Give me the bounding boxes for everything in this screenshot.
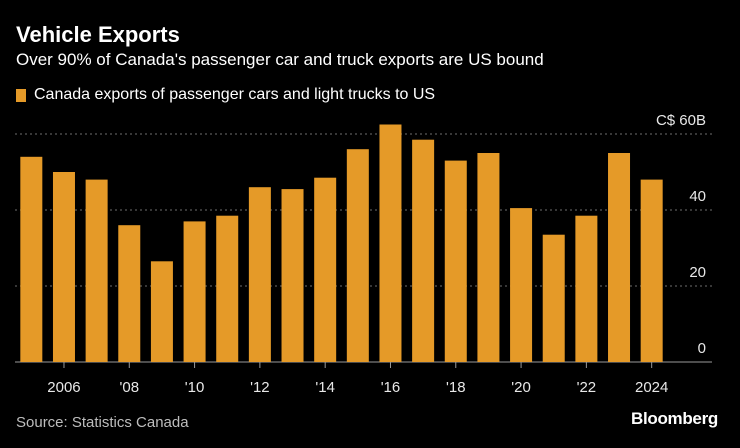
x-tick-label: '14 [315,379,335,396]
bloomberg-logo: Bloomberg [630,409,718,428]
bar-2017 [412,139,435,362]
x-tick-label: '08 [119,379,139,396]
bar-2016 [379,124,402,362]
x-tick-label: '20 [511,379,531,396]
x-tick-label: '12 [250,379,270,396]
x-tick-label: 2024 [635,379,668,396]
bar-2021 [542,234,565,362]
legend-swatch [16,88,26,102]
x-tick-label: '22 [577,379,597,396]
bar-2023 [608,153,631,362]
bar-2019 [477,153,500,362]
bar-2010 [183,221,206,362]
axes: 0 20 40 C$ 60B 2006 '08 '10 '12 '14 '16 '18 '20 '22 2… [47,112,706,396]
bar-2022 [575,215,598,362]
chart-title: Vehicle Exports [16,22,180,47]
y-tick-label: C$ 60B [656,112,706,129]
bar-2006 [52,172,75,362]
y-tick-label: 0 [698,340,706,357]
chart-subtitle: Over 90% of Canada's passenger car and t… [16,50,544,69]
bars [20,124,663,362]
legend-label: Canada exports of passenger cars and lig… [34,86,436,103]
bar-2013 [281,189,304,362]
y-tick-label: 40 [689,188,706,205]
bar-2014 [314,177,337,362]
bar-2012 [248,187,271,362]
x-tick-label: 2006 [47,379,80,396]
legend: Canada exports of passenger cars and lig… [16,86,435,104]
bar-2024 [640,179,663,362]
x-tick-label: '16 [381,379,401,396]
bar-2020 [510,208,533,362]
x-tick-label: '18 [446,379,466,396]
x-tick-label: '10 [185,379,205,396]
bar-2007 [85,179,108,362]
bar-2005 [20,156,43,362]
source-note: Source: Statistics Canada [16,414,189,431]
bar-2011 [216,215,239,362]
bar-2009 [150,261,173,362]
bar-2015 [346,149,369,362]
y-tick-label: 20 [689,264,706,281]
bar-2018 [444,160,467,362]
bar-2008 [118,225,141,362]
